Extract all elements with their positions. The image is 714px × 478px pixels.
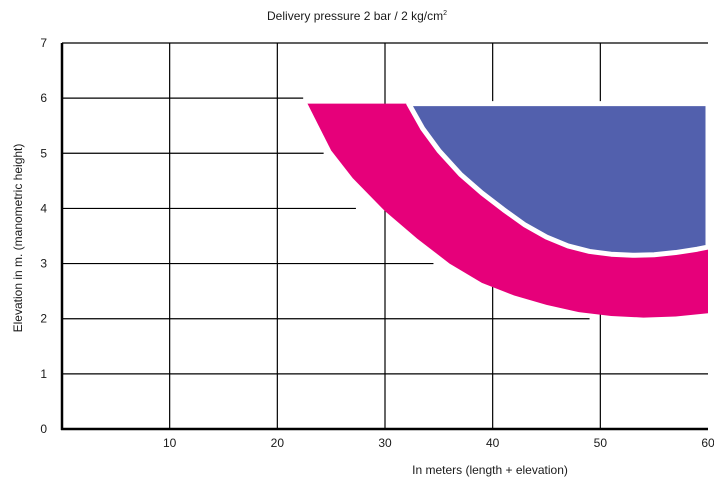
y-tick-label-4: 4 xyxy=(40,201,47,215)
area-series-2 xyxy=(406,101,711,258)
x-tick-label-20: 20 xyxy=(271,436,285,450)
data-areas xyxy=(307,101,711,318)
x-tick-label-60: 60 xyxy=(701,436,714,450)
y-tick-label-5: 5 xyxy=(40,146,47,160)
tick-labels: 0 1 2 3 4 5 6 7 10 20 30 40 50 60 xyxy=(40,36,714,450)
y-tick-label-2: 2 xyxy=(40,312,47,326)
y-tick-label-3: 3 xyxy=(40,257,47,271)
y-tick-label-0: 0 xyxy=(40,422,47,436)
y-tick-label-7: 7 xyxy=(40,36,47,50)
y-tick-label-6: 6 xyxy=(40,91,47,105)
chart-title: Delivery pressure 2 bar / 2 kg/cm2 xyxy=(267,9,447,23)
x-axis-label: In meters (length + elevation) xyxy=(412,463,568,477)
x-tick-label-40: 40 xyxy=(486,436,500,450)
x-tick-label-30: 30 xyxy=(378,436,392,450)
x-tick-label-10: 10 xyxy=(163,436,177,450)
axes xyxy=(60,43,708,431)
y-tick-label-1: 1 xyxy=(40,367,47,381)
x-tick-label-50: 50 xyxy=(594,436,608,450)
